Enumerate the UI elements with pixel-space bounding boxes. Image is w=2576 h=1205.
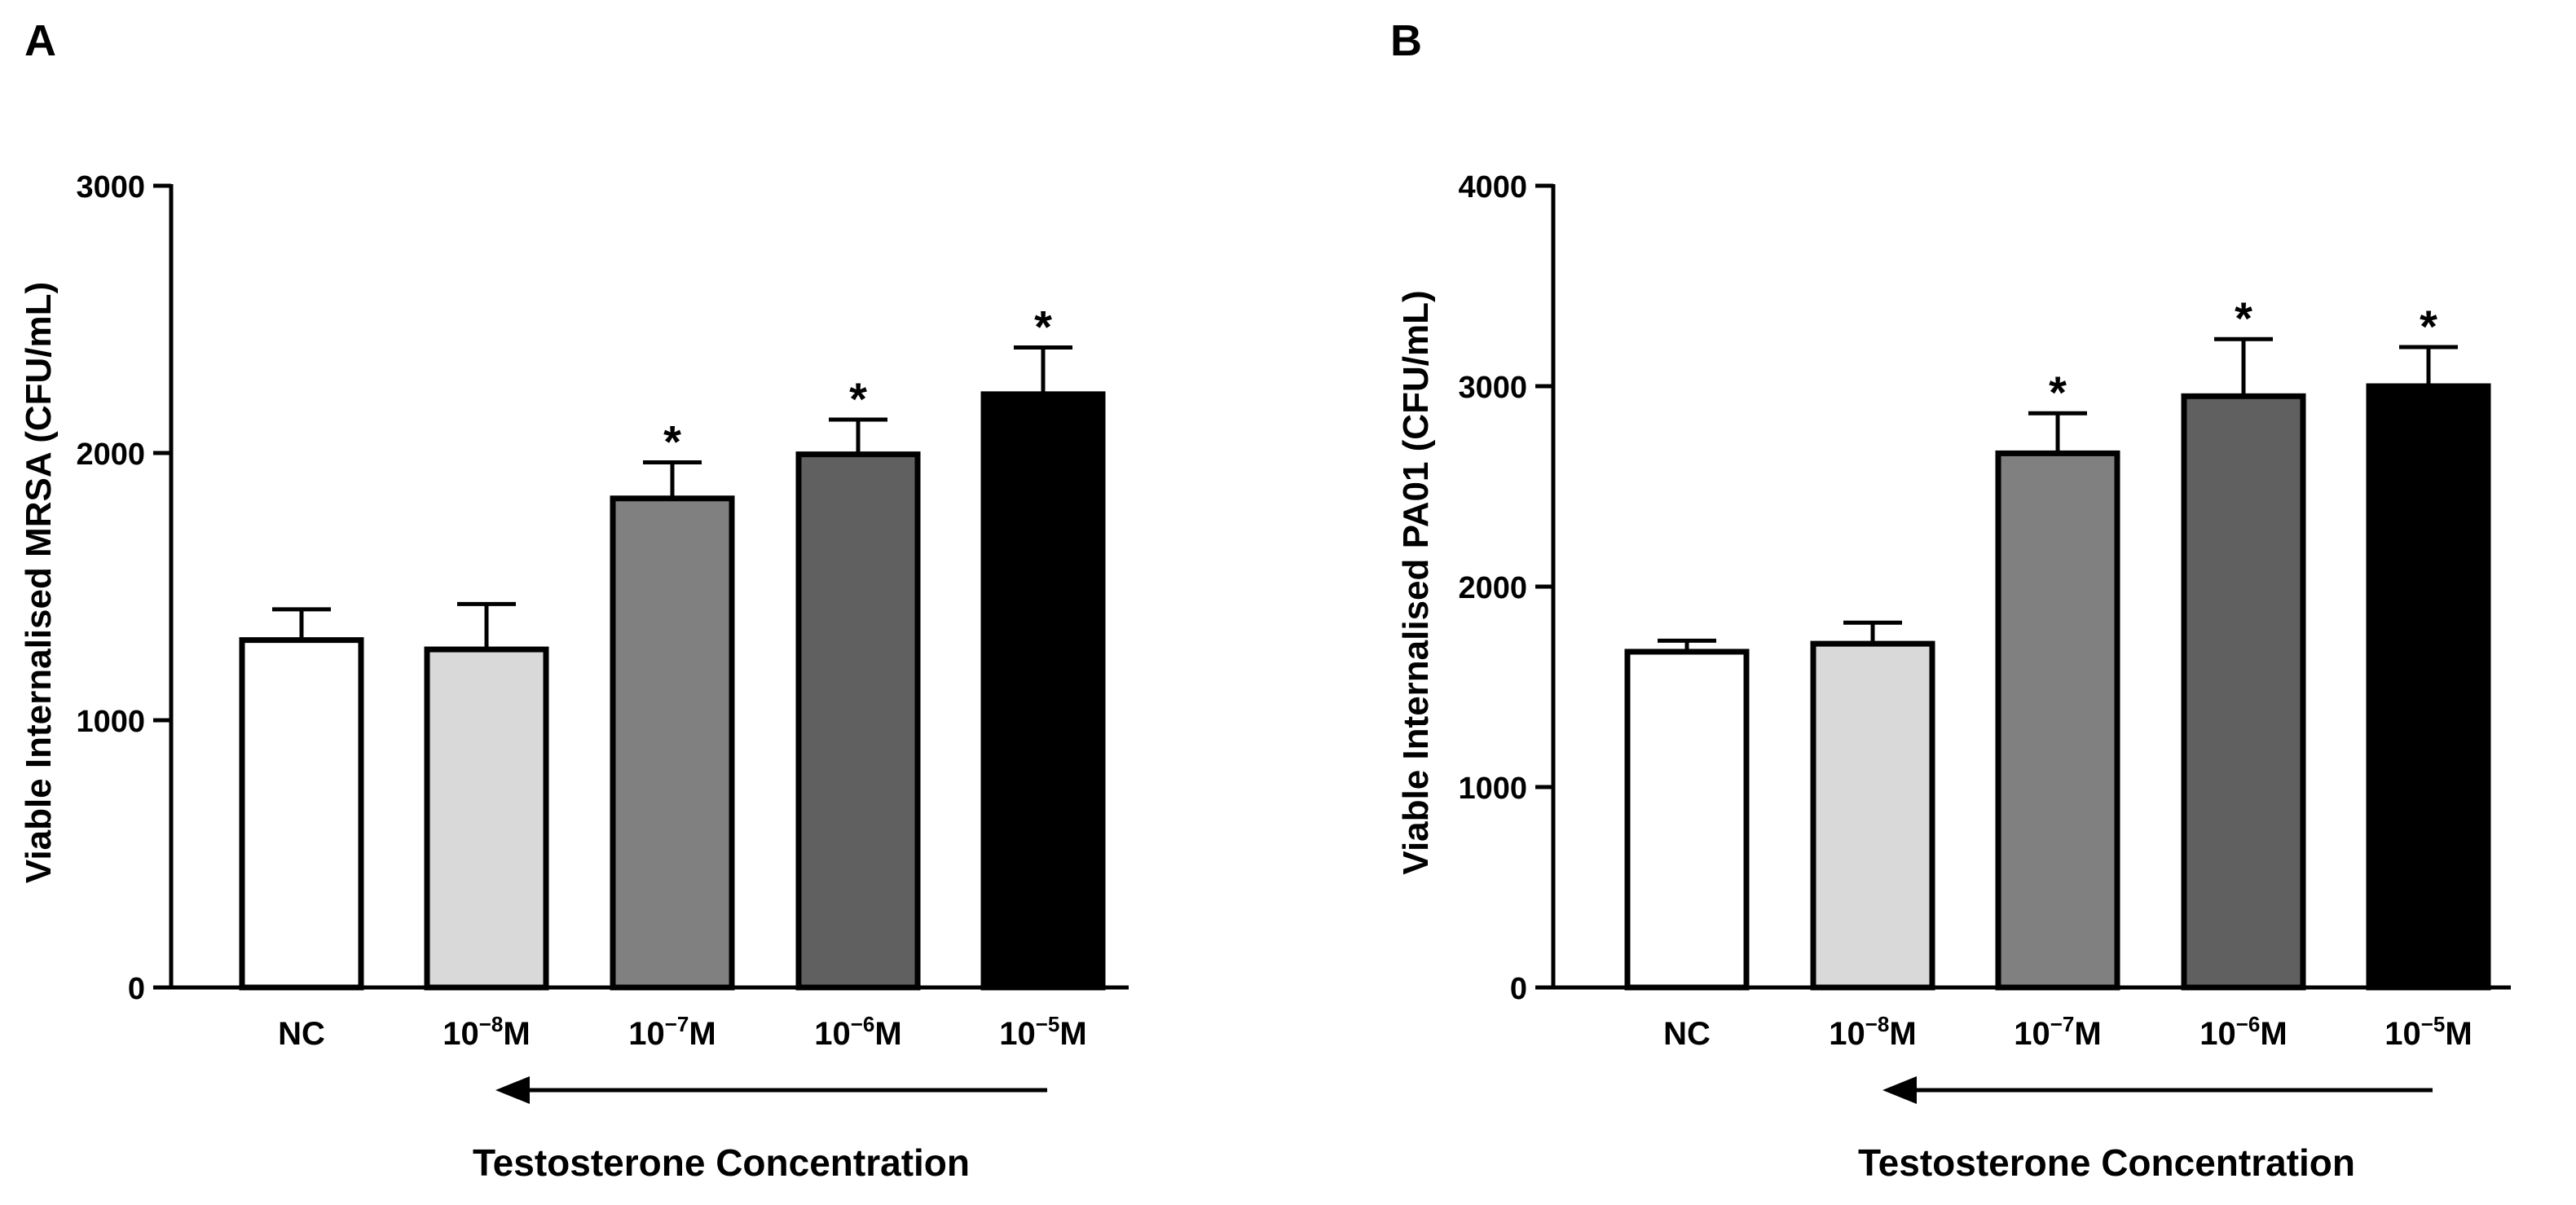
bar — [239, 637, 364, 991]
x-tick-base: 10 — [443, 1016, 479, 1052]
significance-marker: * — [663, 416, 681, 467]
x-tick-label: 10−6M — [2200, 1012, 2287, 1052]
y-tick-label: 4000 — [1458, 170, 1527, 204]
x-tick-unit: M — [503, 1016, 530, 1052]
x-tick-base: 10 — [628, 1016, 665, 1052]
x-tick-unit: M — [2445, 1016, 2472, 1052]
x-tick-label: 10−5M — [999, 1012, 1086, 1052]
x-tick-exponent: −5 — [1036, 1012, 1060, 1036]
bar — [1624, 649, 1750, 991]
x-tick-exponent: −6 — [2236, 1012, 2261, 1036]
x-tick-label: 10−8M — [1829, 1012, 1916, 1052]
bar — [2366, 383, 2491, 991]
bar — [980, 391, 1106, 991]
panel-label: B — [1390, 16, 1422, 65]
x-tick-base: 10 — [1829, 1016, 1865, 1052]
x-tick-base: 10 — [2200, 1016, 2236, 1052]
bar — [2181, 393, 2306, 991]
x-tick-unit: M — [1889, 1016, 1916, 1052]
bar — [424, 646, 549, 991]
y-tick-label: 2000 — [1458, 571, 1527, 605]
panel-label: A — [24, 16, 56, 65]
x-tick-label: 10−7M — [628, 1012, 716, 1052]
y-tick-label: 2000 — [76, 438, 145, 472]
y-tick-label: 1000 — [76, 705, 145, 739]
y-tick-label: 0 — [128, 972, 145, 1006]
x-tick-unit: M — [689, 1016, 716, 1052]
x-tick-exponent: −6 — [851, 1012, 875, 1036]
bar — [795, 451, 921, 991]
significance-marker: * — [1034, 301, 1052, 352]
x-tick-label: NC — [278, 1016, 325, 1052]
y-axis-label: Viable Internalised PA01 (CFU/mL) — [1396, 290, 1436, 874]
x-axis-label: Testosterone Concentration — [473, 1141, 970, 1184]
y-tick-label: 3000 — [76, 170, 145, 204]
x-axis-label: Testosterone Concentration — [1858, 1141, 2355, 1184]
x-tick-label: 10−8M — [443, 1012, 530, 1052]
x-tick-exponent: −8 — [1865, 1012, 1890, 1036]
x-tick-label: NC — [1663, 1016, 1711, 1052]
x-tick-exponent: −8 — [479, 1012, 504, 1036]
x-tick-label: 10−7M — [2014, 1012, 2101, 1052]
x-tick-exponent: −7 — [2050, 1012, 2075, 1036]
y-tick-label: 3000 — [1458, 371, 1527, 405]
bar — [1995, 450, 2120, 991]
x-tick-base: 10 — [999, 1016, 1036, 1052]
y-axis-label: Viable Internalised MRSA (CFU/mL) — [19, 282, 59, 883]
significance-marker: * — [849, 373, 867, 424]
panel-a: A 0 1000 2000 3000 Viable Internalised MRSA (… — [19, 16, 1129, 1184]
significance-marker: * — [2420, 301, 2437, 352]
bar — [1810, 640, 1935, 991]
x-tick-unit: M — [2074, 1016, 2101, 1052]
significance-marker: * — [2235, 292, 2252, 344]
significance-marker: * — [2049, 367, 2067, 418]
x-tick-exponent: −7 — [665, 1012, 689, 1036]
x-tick-base: 10 — [2384, 1016, 2421, 1052]
x-tick-base: 10 — [2014, 1016, 2050, 1052]
y-tick-label: 0 — [1510, 972, 1527, 1006]
x-tick-exponent: −5 — [2421, 1012, 2446, 1036]
arrowhead-icon — [495, 1076, 530, 1104]
bar — [610, 495, 735, 991]
y-tick-label: 1000 — [1458, 772, 1527, 806]
panel-b: B 0 1000 2000 3000 4000 Viable Internalised PA… — [1390, 16, 2511, 1184]
x-tick-base: NC — [278, 1016, 325, 1052]
x-tick-label: 10−6M — [814, 1012, 901, 1052]
x-tick-base: NC — [1663, 1016, 1711, 1052]
x-tick-label: 10−5M — [2384, 1012, 2472, 1052]
x-tick-base: 10 — [814, 1016, 851, 1052]
arrowhead-icon — [1882, 1076, 1917, 1104]
x-tick-unit: M — [1059, 1016, 1086, 1052]
x-tick-unit: M — [874, 1016, 901, 1052]
x-tick-unit: M — [2260, 1016, 2287, 1052]
